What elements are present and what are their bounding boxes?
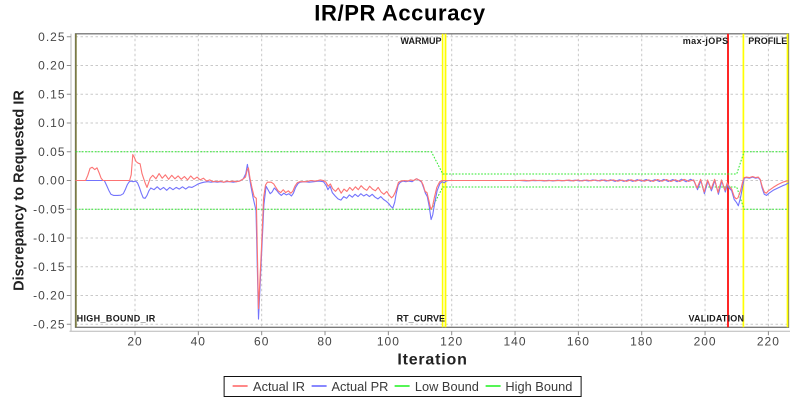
svg-text:-0.15: -0.15: [33, 260, 65, 274]
svg-text:40: 40: [191, 335, 206, 349]
svg-text:HIGH_BOUND_IR: HIGH_BOUND_IR: [77, 313, 156, 323]
svg-text:0.10: 0.10: [38, 116, 65, 130]
svg-text:-0.10: -0.10: [33, 231, 65, 245]
svg-text:-0.05: -0.05: [33, 202, 65, 216]
svg-text:WARMUP: WARMUP: [401, 36, 442, 46]
svg-text:Iteration: Iteration: [397, 352, 467, 369]
svg-text:0.15: 0.15: [38, 88, 65, 102]
svg-text:RT_CURVE: RT_CURVE: [397, 313, 445, 323]
svg-text:220: 220: [757, 335, 780, 349]
svg-text:0.05: 0.05: [38, 145, 65, 159]
svg-text:-0.20: -0.20: [33, 289, 65, 303]
svg-text:140: 140: [503, 335, 526, 349]
svg-text:0.25: 0.25: [38, 30, 65, 44]
svg-text:100: 100: [377, 335, 400, 349]
svg-text:Discrepancy to Requested IR: Discrepancy to Requested IR: [12, 90, 28, 291]
svg-text:160: 160: [567, 335, 590, 349]
svg-text:180: 180: [630, 335, 653, 349]
svg-text:80: 80: [317, 335, 332, 349]
svg-text:VALIDATION: VALIDATION: [689, 313, 745, 323]
svg-text:0.00: 0.00: [38, 174, 65, 188]
svg-text:120: 120: [440, 335, 463, 349]
svg-text:-0.25: -0.25: [33, 317, 65, 331]
svg-text:60: 60: [254, 335, 269, 349]
svg-text:200: 200: [694, 335, 717, 349]
svg-text:max-jOPS: max-jOPS: [683, 36, 729, 46]
svg-text:IR/PR Accuracy: IR/PR Accuracy: [314, 1, 486, 26]
svg-text:0.20: 0.20: [38, 59, 65, 73]
svg-text:20: 20: [127, 335, 142, 349]
svg-text:PROFILE: PROFILE: [748, 36, 787, 46]
